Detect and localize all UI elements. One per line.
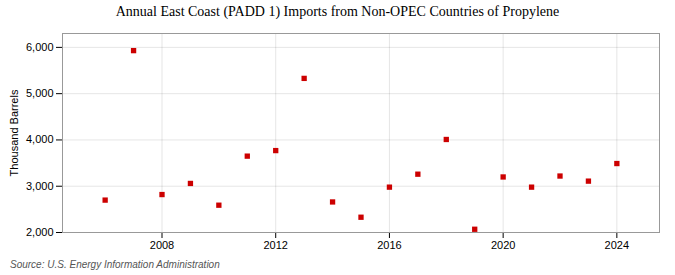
html-text:Source: U.S. Energy Informatio: Source: U.S. Energy Information Administ… (10, 259, 220, 270)
svg-text:2008: 2008 (150, 239, 174, 251)
svg-text:6,000: 6,000 (26, 41, 54, 53)
svg-text:3,000: 3,000 (26, 180, 54, 192)
svg-text:Thousand Barrels: Thousand Barrels (8, 89, 20, 176)
html-text:Annual East Coast (PADD 1) Imp: Annual East Coast (PADD 1) Imports from … (115, 4, 560, 19)
svg-text:2012: 2012 (263, 239, 287, 251)
svg-text:2,000: 2,000 (26, 226, 54, 238)
svg-text:5,000: 5,000 (26, 87, 54, 99)
svg-text:2020: 2020 (491, 239, 515, 251)
svg-text:2016: 2016 (377, 239, 401, 251)
svg-text:4,000: 4,000 (26, 133, 54, 145)
svg-text:2024: 2024 (605, 239, 629, 251)
